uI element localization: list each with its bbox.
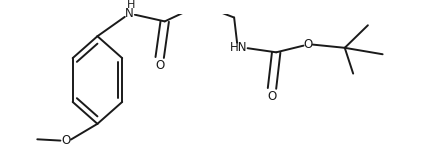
- Text: O: O: [303, 38, 312, 51]
- Text: O: O: [155, 59, 164, 72]
- Text: H: H: [127, 0, 135, 10]
- Text: O: O: [268, 90, 276, 103]
- Text: N: N: [124, 7, 133, 20]
- Text: O: O: [61, 134, 70, 147]
- Text: HN: HN: [230, 41, 247, 54]
